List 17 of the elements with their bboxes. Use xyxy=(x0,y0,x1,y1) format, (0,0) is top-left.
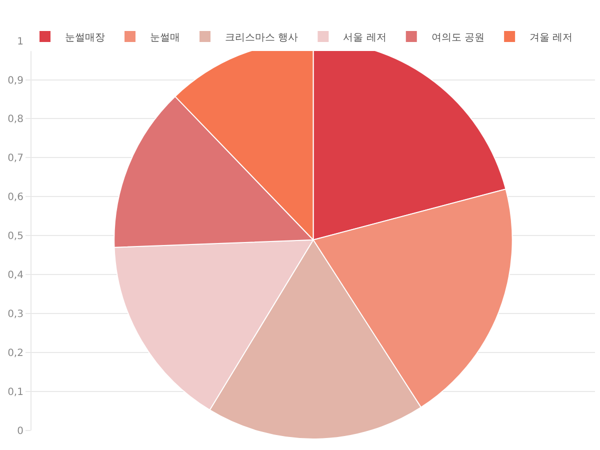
text: 1 xyxy=(17,36,24,48)
text: 0,7 xyxy=(8,153,24,164)
text: 0,8 xyxy=(8,114,24,126)
legend-label: 서울 레저 xyxy=(343,32,386,44)
text: 0,4 xyxy=(8,270,24,282)
legend-label: 겨울 레저 xyxy=(530,32,573,44)
text: 0,6 xyxy=(8,192,24,204)
text: 0,9 xyxy=(8,75,24,86)
text: 0,1 xyxy=(8,387,24,398)
text: 0,5 xyxy=(8,231,24,242)
legend-label: 눈썰매장 xyxy=(65,32,105,44)
text: 0 xyxy=(17,426,24,438)
legend-label: 크리스마스 행사 xyxy=(225,32,298,44)
text: 0,3 xyxy=(8,309,24,320)
legend-label: 여의도 공원 xyxy=(431,32,485,44)
text: 0,2 xyxy=(8,348,24,360)
legend-label: 눈썰매 xyxy=(150,32,180,44)
